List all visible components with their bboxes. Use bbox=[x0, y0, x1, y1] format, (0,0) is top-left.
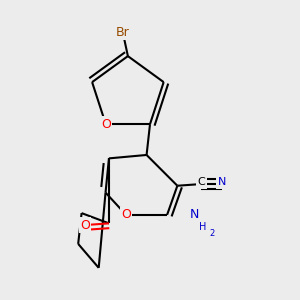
Text: O: O bbox=[80, 219, 90, 232]
Text: N: N bbox=[190, 208, 199, 221]
Text: O: O bbox=[121, 208, 131, 221]
Text: 2: 2 bbox=[209, 229, 214, 238]
Text: H: H bbox=[199, 222, 207, 232]
Text: O: O bbox=[101, 118, 111, 131]
Text: C: C bbox=[197, 177, 205, 187]
Text: N: N bbox=[218, 177, 226, 187]
Text: Br: Br bbox=[116, 26, 130, 39]
